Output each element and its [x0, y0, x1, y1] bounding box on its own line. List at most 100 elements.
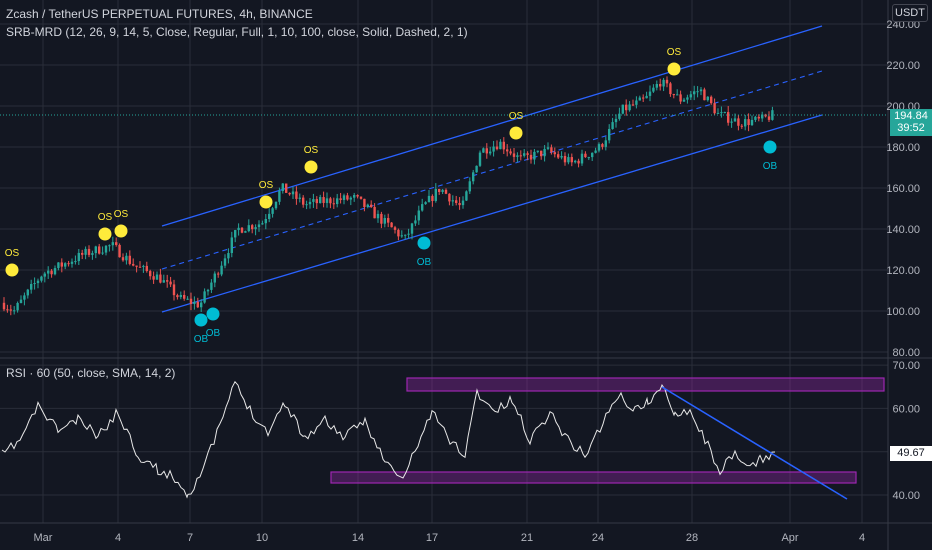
candle-body	[567, 157, 570, 163]
candle-body	[108, 245, 111, 247]
candle-body	[183, 294, 186, 299]
candle-body	[13, 310, 16, 312]
candle-body	[298, 197, 301, 199]
candle-body	[244, 231, 247, 233]
candle-body	[217, 273, 220, 275]
candle-body	[128, 255, 131, 264]
candle-body	[604, 140, 607, 147]
candle-body	[682, 99, 686, 102]
candle-body	[366, 204, 369, 208]
candle-body	[336, 198, 339, 205]
os-marker	[114, 224, 128, 238]
candle-body	[465, 191, 468, 201]
candle-body	[638, 97, 641, 101]
candle-body	[115, 242, 118, 245]
last-price-value: 194.84	[894, 110, 928, 122]
candle-body	[64, 263, 67, 267]
candle-body	[523, 153, 526, 156]
candle-body	[461, 200, 465, 206]
candle-body	[312, 199, 315, 202]
candle-body	[149, 271, 152, 277]
candle-body	[706, 96, 709, 101]
currency-button[interactable]: USDT	[892, 4, 928, 22]
rsi-line	[1, 380, 776, 499]
price-tick-label: 140.00	[886, 224, 920, 236]
candle-body	[33, 283, 36, 285]
time-tick-label: 24	[592, 532, 604, 544]
indicator-legend[interactable]: SRB-MRD (12, 26, 9, 14, 5, Close, Regula…	[6, 25, 468, 39]
candle-body	[441, 189, 444, 193]
candle-body	[529, 154, 533, 160]
candle-body	[478, 152, 482, 166]
candle-body	[720, 112, 723, 114]
os-label: OS	[259, 180, 274, 191]
candle-body	[723, 112, 726, 114]
candle-body	[713, 103, 716, 114]
candle-body	[390, 222, 393, 228]
candle-body	[584, 153, 587, 158]
candle-body	[421, 204, 424, 211]
candle-body	[308, 201, 312, 205]
candle-body	[499, 141, 502, 150]
candle-body	[516, 155, 519, 157]
candle-body	[278, 191, 281, 202]
candle-body	[689, 94, 692, 98]
candle-body	[444, 189, 448, 194]
chart-title: Zcash / TetherUS PERPETUAL FUTURES, 4h, …	[6, 7, 313, 21]
candle-body	[591, 152, 594, 158]
time-tick-label: 4	[115, 532, 121, 544]
candle-body	[594, 150, 597, 153]
os-marker	[304, 160, 318, 174]
candle-body	[431, 195, 434, 201]
time-tick-label: 4	[859, 532, 865, 544]
candle-body	[138, 266, 142, 268]
candle-body	[380, 213, 383, 224]
candle-body	[230, 237, 233, 254]
ob-marker	[194, 313, 208, 327]
candle-body	[166, 280, 169, 282]
candle-body	[489, 151, 492, 154]
candle-body	[492, 146, 495, 152]
candle-body	[50, 270, 53, 275]
candle-body	[750, 119, 754, 126]
candle-body	[635, 100, 638, 105]
candle-body	[740, 125, 743, 127]
candle-body	[727, 112, 730, 123]
candle-body	[767, 116, 771, 120]
candle-body	[373, 206, 376, 219]
ob-marker	[417, 236, 431, 250]
candle-body	[118, 244, 121, 258]
candle-body	[155, 274, 159, 280]
candle-body	[526, 153, 529, 155]
candle-body	[203, 291, 206, 303]
candle-body	[240, 227, 244, 233]
candle-body	[16, 303, 19, 311]
candle-body	[393, 227, 397, 230]
candle-body	[608, 128, 611, 141]
candle-body	[733, 118, 737, 122]
candle-body	[642, 97, 645, 99]
candle-body	[135, 265, 138, 267]
rsi-legend[interactable]: RSI · 60 (50, close, SMA, 14, 2)	[6, 366, 176, 380]
candle-body	[2, 302, 6, 310]
candle-body	[601, 144, 604, 147]
candle-body	[744, 119, 747, 127]
price-tick-label: 180.00	[886, 142, 920, 154]
candle-body	[104, 245, 108, 253]
rsi-value-label: 49.67	[890, 446, 932, 461]
os-label: OS	[509, 111, 524, 122]
candle-body	[703, 89, 706, 101]
candle-body	[400, 235, 403, 237]
candle-body	[662, 79, 665, 87]
ob-label: OB	[194, 334, 209, 345]
candle-body	[261, 223, 264, 225]
candle-body	[274, 201, 278, 209]
candle-body	[206, 289, 210, 292]
rsi-trendline	[661, 386, 848, 500]
candle-body	[325, 198, 329, 203]
candle-body	[628, 104, 631, 111]
candle-body	[91, 253, 94, 255]
ob-label: OB	[206, 328, 221, 339]
